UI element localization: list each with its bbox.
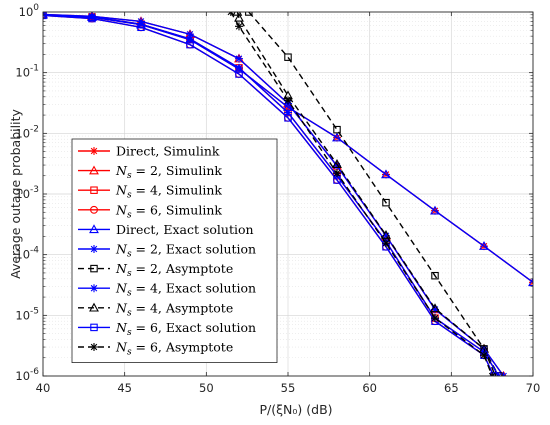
x-tick-label: 40	[36, 381, 51, 395]
data-point	[430, 205, 440, 215]
y-tick-label: 10-2	[15, 124, 39, 140]
legend-label: Ns = 6, Simulink	[115, 202, 222, 220]
x-tick-label: 45	[117, 381, 132, 395]
ticks: 40 45 50 55 60 65 70 100 10-1 10-2 10-3 10-4 10-5 10-…	[15, 3, 540, 395]
x-tick-label: 70	[526, 381, 541, 395]
legend-swatch-marker	[90, 245, 98, 253]
legend-swatch-marker	[90, 264, 98, 273]
legend-entry: Ns = 2, Simulink	[78, 163, 222, 181]
data-point	[431, 314, 439, 323]
y-tick-label: 10-4	[15, 246, 39, 262]
legend-entry: Ns = 4, Asymptote	[78, 300, 233, 318]
legend-swatch-marker	[89, 302, 99, 312]
x-axis-label: P/(ξN₀) (dB)	[259, 402, 332, 417]
data-point	[332, 132, 342, 142]
legend-entry: Direct, Exact solution	[78, 222, 254, 237]
data-point	[284, 108, 292, 117]
x-tick-label: 55	[281, 381, 296, 395]
legend: Direct, Simulink Ns = 2, Simulink Ns = 4, …	[71, 138, 278, 364]
legend-swatch-marker	[90, 186, 98, 194]
legend-entry: Ns = 4, Simulink	[78, 183, 222, 201]
legend-label: Ns = 4, Exact solution	[115, 281, 256, 299]
series-11	[226, 12, 497, 376]
data-point	[43, 12, 47, 20]
data-point	[235, 63, 243, 72]
data-point	[235, 22, 243, 31]
y-tick-label: 10-5	[15, 306, 39, 322]
legend-swatch-marker	[90, 284, 98, 293]
data-point	[431, 271, 439, 280]
data-point	[333, 161, 341, 170]
series-line	[230, 12, 493, 376]
legend-label: Ns = 4, Asymptote	[115, 300, 233, 318]
data-point	[382, 231, 390, 240]
y-tick-label: 10-3	[15, 185, 39, 201]
legend-label: Direct, Exact solution	[116, 222, 254, 237]
legend-label: Ns = 6, Exact solution	[115, 320, 256, 338]
data-point	[235, 54, 243, 63]
x-tick-label: 60	[362, 381, 377, 395]
data-point	[382, 198, 390, 207]
legend-label: Ns = 2, Exact solution	[115, 242, 256, 260]
data-point	[332, 159, 342, 168]
legend-entry: Ns = 2, Exact solution	[78, 242, 256, 260]
data-point	[431, 305, 439, 314]
series-line	[236, 12, 497, 376]
legend-entry: Ns = 2, Asymptote	[78, 261, 233, 279]
legend-entry: Ns = 6, Asymptote	[78, 340, 233, 358]
legend-entry: Ns = 6, Simulink	[78, 202, 222, 220]
legend-label: Ns = 2, Asymptote	[115, 261, 233, 279]
data-point	[88, 12, 96, 21]
data-point	[186, 40, 194, 49]
data-point	[232, 12, 243, 16]
data-point	[137, 23, 145, 32]
legend-swatch-marker	[90, 343, 98, 351]
data-point	[284, 53, 292, 61]
data-point	[480, 351, 488, 360]
data-point	[235, 70, 243, 78]
legend-entry: Ns = 4, Exact solution	[78, 281, 256, 299]
data-point	[381, 229, 391, 239]
data-point	[479, 241, 489, 250]
legend-entry: Direct, Simulink	[78, 144, 220, 159]
y-tick-label: 10-1	[15, 64, 39, 80]
data-point	[430, 303, 440, 313]
y-axis-label: Average outage probability	[8, 109, 23, 279]
legend-entry: Ns = 6, Exact solution	[78, 320, 256, 338]
series-layer	[43, 12, 533, 376]
data-point	[333, 169, 341, 178]
data-point	[381, 169, 391, 179]
legend-box	[71, 138, 278, 364]
legend-label: Ns = 2, Simulink	[115, 163, 222, 181]
data-point	[186, 34, 194, 43]
data-point	[284, 114, 292, 122]
x-tick-label: 65	[444, 381, 459, 395]
legend-swatch-marker	[90, 323, 98, 332]
x-tick-label: 50	[199, 381, 214, 395]
data-point	[234, 12, 244, 22]
y-tick-label: 100	[19, 3, 40, 19]
data-point	[234, 63, 244, 73]
data-point	[382, 239, 390, 248]
legend-swatch-marker	[90, 147, 98, 155]
legend-label: Direct, Simulink	[116, 144, 220, 159]
data-point	[88, 14, 96, 23]
legend-swatch-marker	[89, 224, 99, 234]
data-point	[528, 277, 533, 287]
legend-label: Ns = 4, Simulink	[115, 183, 222, 201]
data-point	[284, 96, 292, 105]
series-line	[43, 14, 495, 376]
legend-swatch-marker	[89, 165, 99, 175]
data-point	[186, 30, 194, 39]
legend-swatch-marker	[90, 205, 98, 214]
legend-label: Ns = 6, Asymptote	[115, 340, 233, 358]
data-point	[333, 125, 341, 134]
y-tick-label: 10-6	[15, 367, 39, 383]
